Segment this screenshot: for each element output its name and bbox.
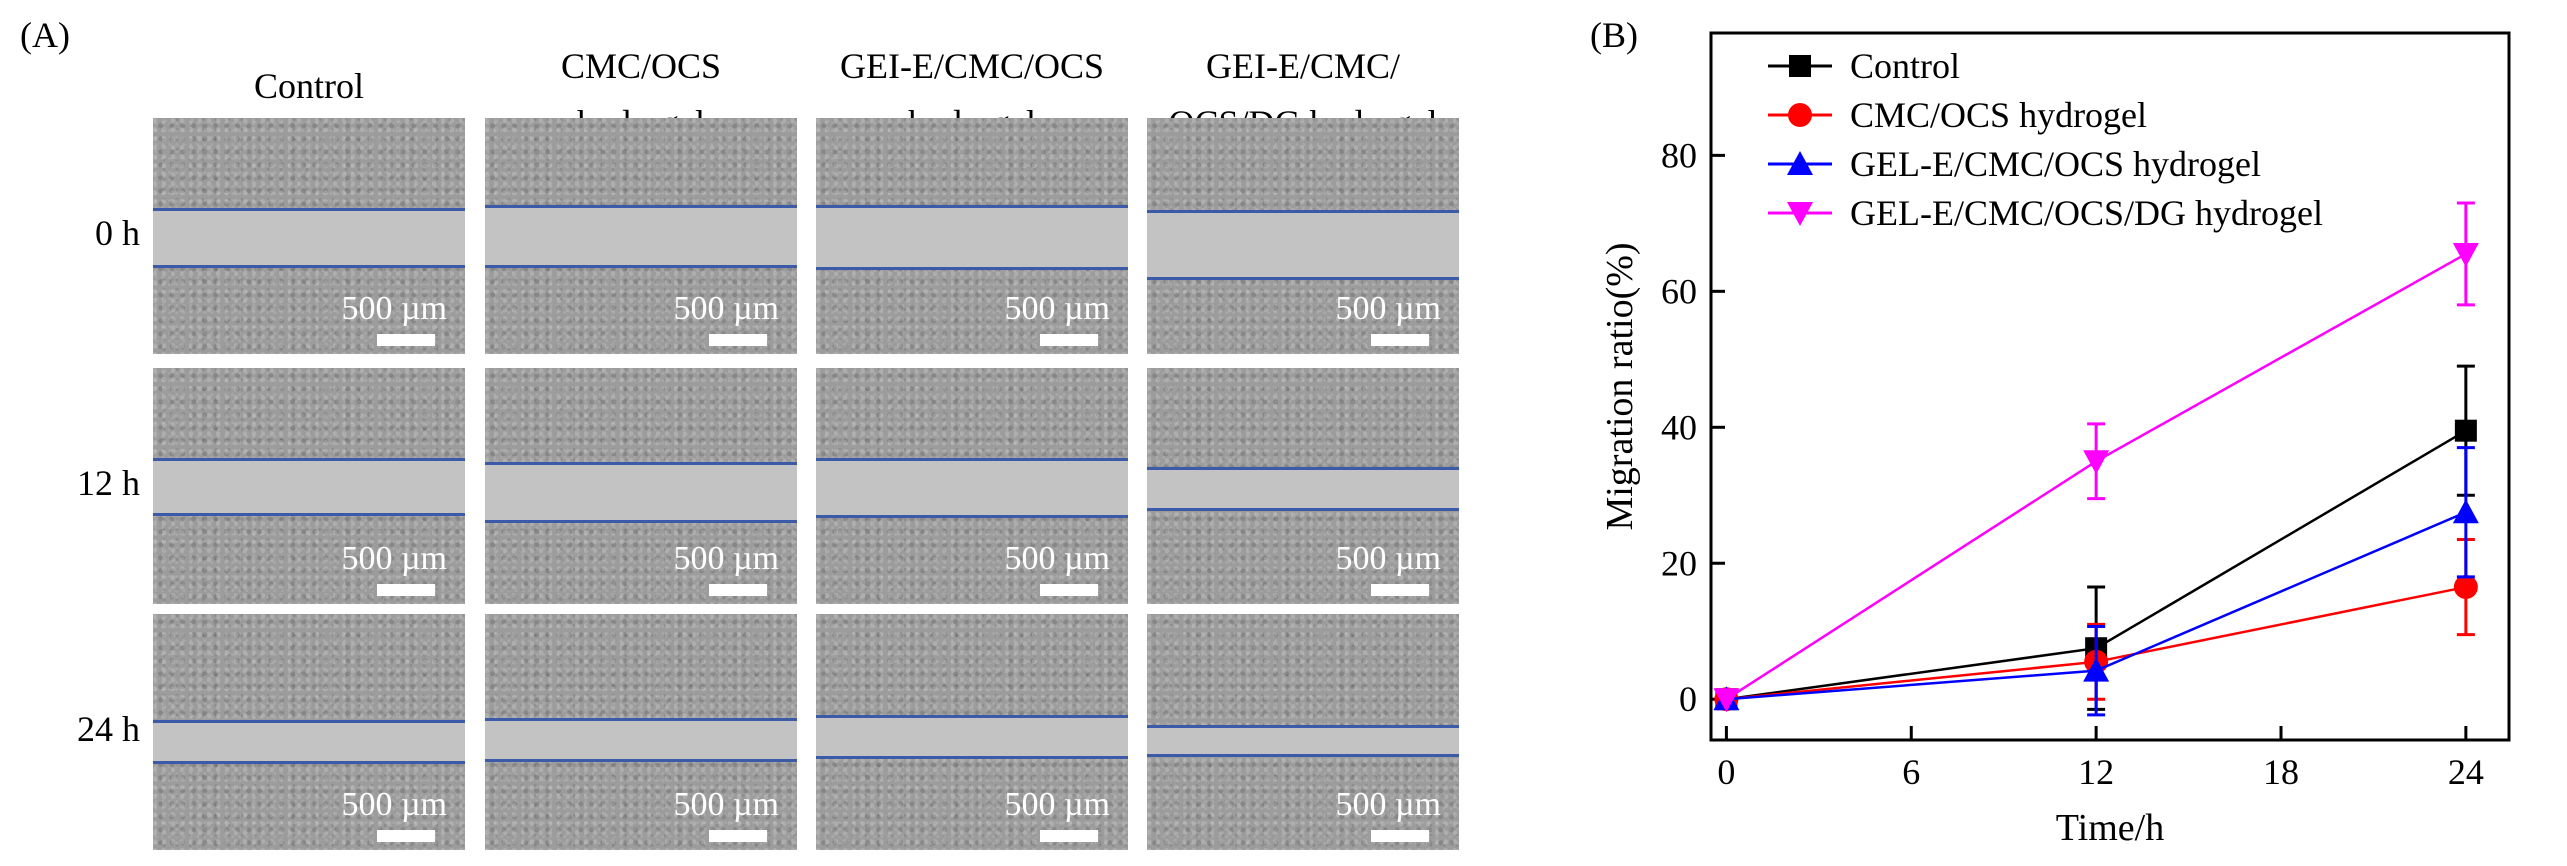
data-point — [2454, 419, 2477, 442]
legend-marker — [1787, 151, 1813, 175]
scale-bar-label: 500 µm — [1004, 786, 1110, 823]
micrograph: 500 µm — [1147, 368, 1459, 604]
column-header-line: GEI-E/CMC/ — [1206, 46, 1400, 86]
micrograph: 500 µm — [485, 118, 797, 354]
scale-bar — [377, 830, 435, 842]
scale-bar — [377, 584, 435, 596]
y-tick-label: 20 — [1661, 543, 1697, 583]
panel-b-label: (B) — [1590, 15, 1638, 55]
scale-bar-label: 500 µm — [1335, 540, 1441, 577]
y-tick-label: 60 — [1661, 271, 1697, 311]
scratch-gap — [153, 720, 465, 764]
legend-label: CMC/OCS hydrogel — [1850, 95, 2147, 135]
legend-marker — [1787, 202, 1813, 226]
data-point — [2083, 450, 2110, 475]
scratch-gap — [153, 457, 465, 516]
x-tick-label: 12 — [2078, 752, 2114, 792]
micrograph: 500 µm — [153, 368, 465, 604]
column-header-line: Control — [253, 66, 364, 106]
legend-label: GEL-E/CMC/OCS hydrogel — [1850, 144, 2261, 184]
legend-label: GEL-E/CMC/OCS/DG hydrogel — [1850, 193, 2323, 233]
scale-bar-label: 500 µm — [341, 290, 447, 327]
x-axis-label: Time/h — [2056, 807, 2164, 849]
scale-bar — [1371, 584, 1429, 596]
micrograph: 500 µm — [153, 118, 465, 354]
micrograph: 500 µm — [816, 368, 1128, 604]
scratch-gap — [1147, 467, 1459, 511]
scale-bar-label: 500 µm — [1004, 290, 1110, 327]
scale-bar-label: 500 µm — [341, 786, 447, 823]
scale-bar — [1040, 584, 1098, 596]
scale-bar-label: 500 µm — [341, 540, 447, 577]
scratch-gap — [485, 717, 797, 762]
panel-a-label: (A) — [20, 15, 70, 55]
micrograph: 500 µm — [485, 614, 797, 850]
micrograph: 500 µm — [485, 368, 797, 604]
y-tick-label: 80 — [1661, 135, 1697, 175]
x-tick-label: 6 — [1902, 752, 1920, 792]
legend-marker — [1788, 103, 1812, 127]
scale-bar-label: 500 µm — [1004, 540, 1110, 577]
scale-bar — [709, 830, 767, 842]
scratch-gap — [485, 462, 797, 523]
data-point — [1713, 688, 1740, 713]
scale-bar — [1371, 830, 1429, 842]
scale-bar-label: 500 µm — [673, 786, 779, 823]
x-tick-label: 0 — [1717, 752, 1735, 792]
scratch-gap — [153, 207, 465, 268]
micrograph: 500 µm — [816, 118, 1128, 354]
scratch-gap — [1147, 210, 1459, 280]
scale-bar — [1040, 334, 1098, 346]
scale-bar — [1371, 334, 1429, 346]
scale-bar-label: 500 µm — [673, 540, 779, 577]
scratch-gap — [1147, 724, 1459, 757]
scale-bar — [1040, 830, 1098, 842]
data-point — [2452, 499, 2479, 524]
column-header-line: CMC/OCS — [560, 46, 722, 86]
micrograph: 500 µm — [816, 614, 1128, 850]
data-point — [2452, 242, 2479, 267]
scale-bar — [709, 334, 767, 346]
y-axis-label: Migration ratio(%) — [1599, 242, 1641, 530]
scratch-gap — [816, 715, 1128, 760]
legend-label: Control — [1850, 46, 1960, 86]
row-label: 0 h — [95, 213, 140, 253]
scale-bar-label: 500 µm — [1335, 290, 1441, 327]
data-point — [2083, 657, 2110, 682]
scratch-gap — [816, 457, 1128, 518]
plot-frame — [1709, 31, 2511, 742]
x-tick-label: 24 — [2448, 752, 2484, 792]
legend-marker — [1789, 55, 1811, 77]
row-label: 24 h — [77, 709, 140, 749]
scale-bar-label: 500 µm — [673, 290, 779, 327]
micrograph: 500 µm — [1147, 614, 1459, 850]
y-tick-label: 40 — [1661, 407, 1697, 447]
y-tick-label: 0 — [1679, 679, 1697, 719]
data-point — [2453, 575, 2478, 600]
scratch-gap — [816, 205, 1128, 271]
scale-bar — [377, 334, 435, 346]
scale-bar-label: 500 µm — [1335, 786, 1441, 823]
row-label: 12 h — [77, 463, 140, 503]
micrograph: 500 µm — [153, 614, 465, 850]
scratch-gap — [485, 205, 797, 268]
scale-bar — [709, 584, 767, 596]
column-header: Control — [129, 58, 489, 115]
x-tick-label: 18 — [2263, 752, 2299, 792]
micrograph: 500 µm — [1147, 118, 1459, 354]
column-header-line: GEI-E/CMC/OCS — [839, 46, 1105, 86]
